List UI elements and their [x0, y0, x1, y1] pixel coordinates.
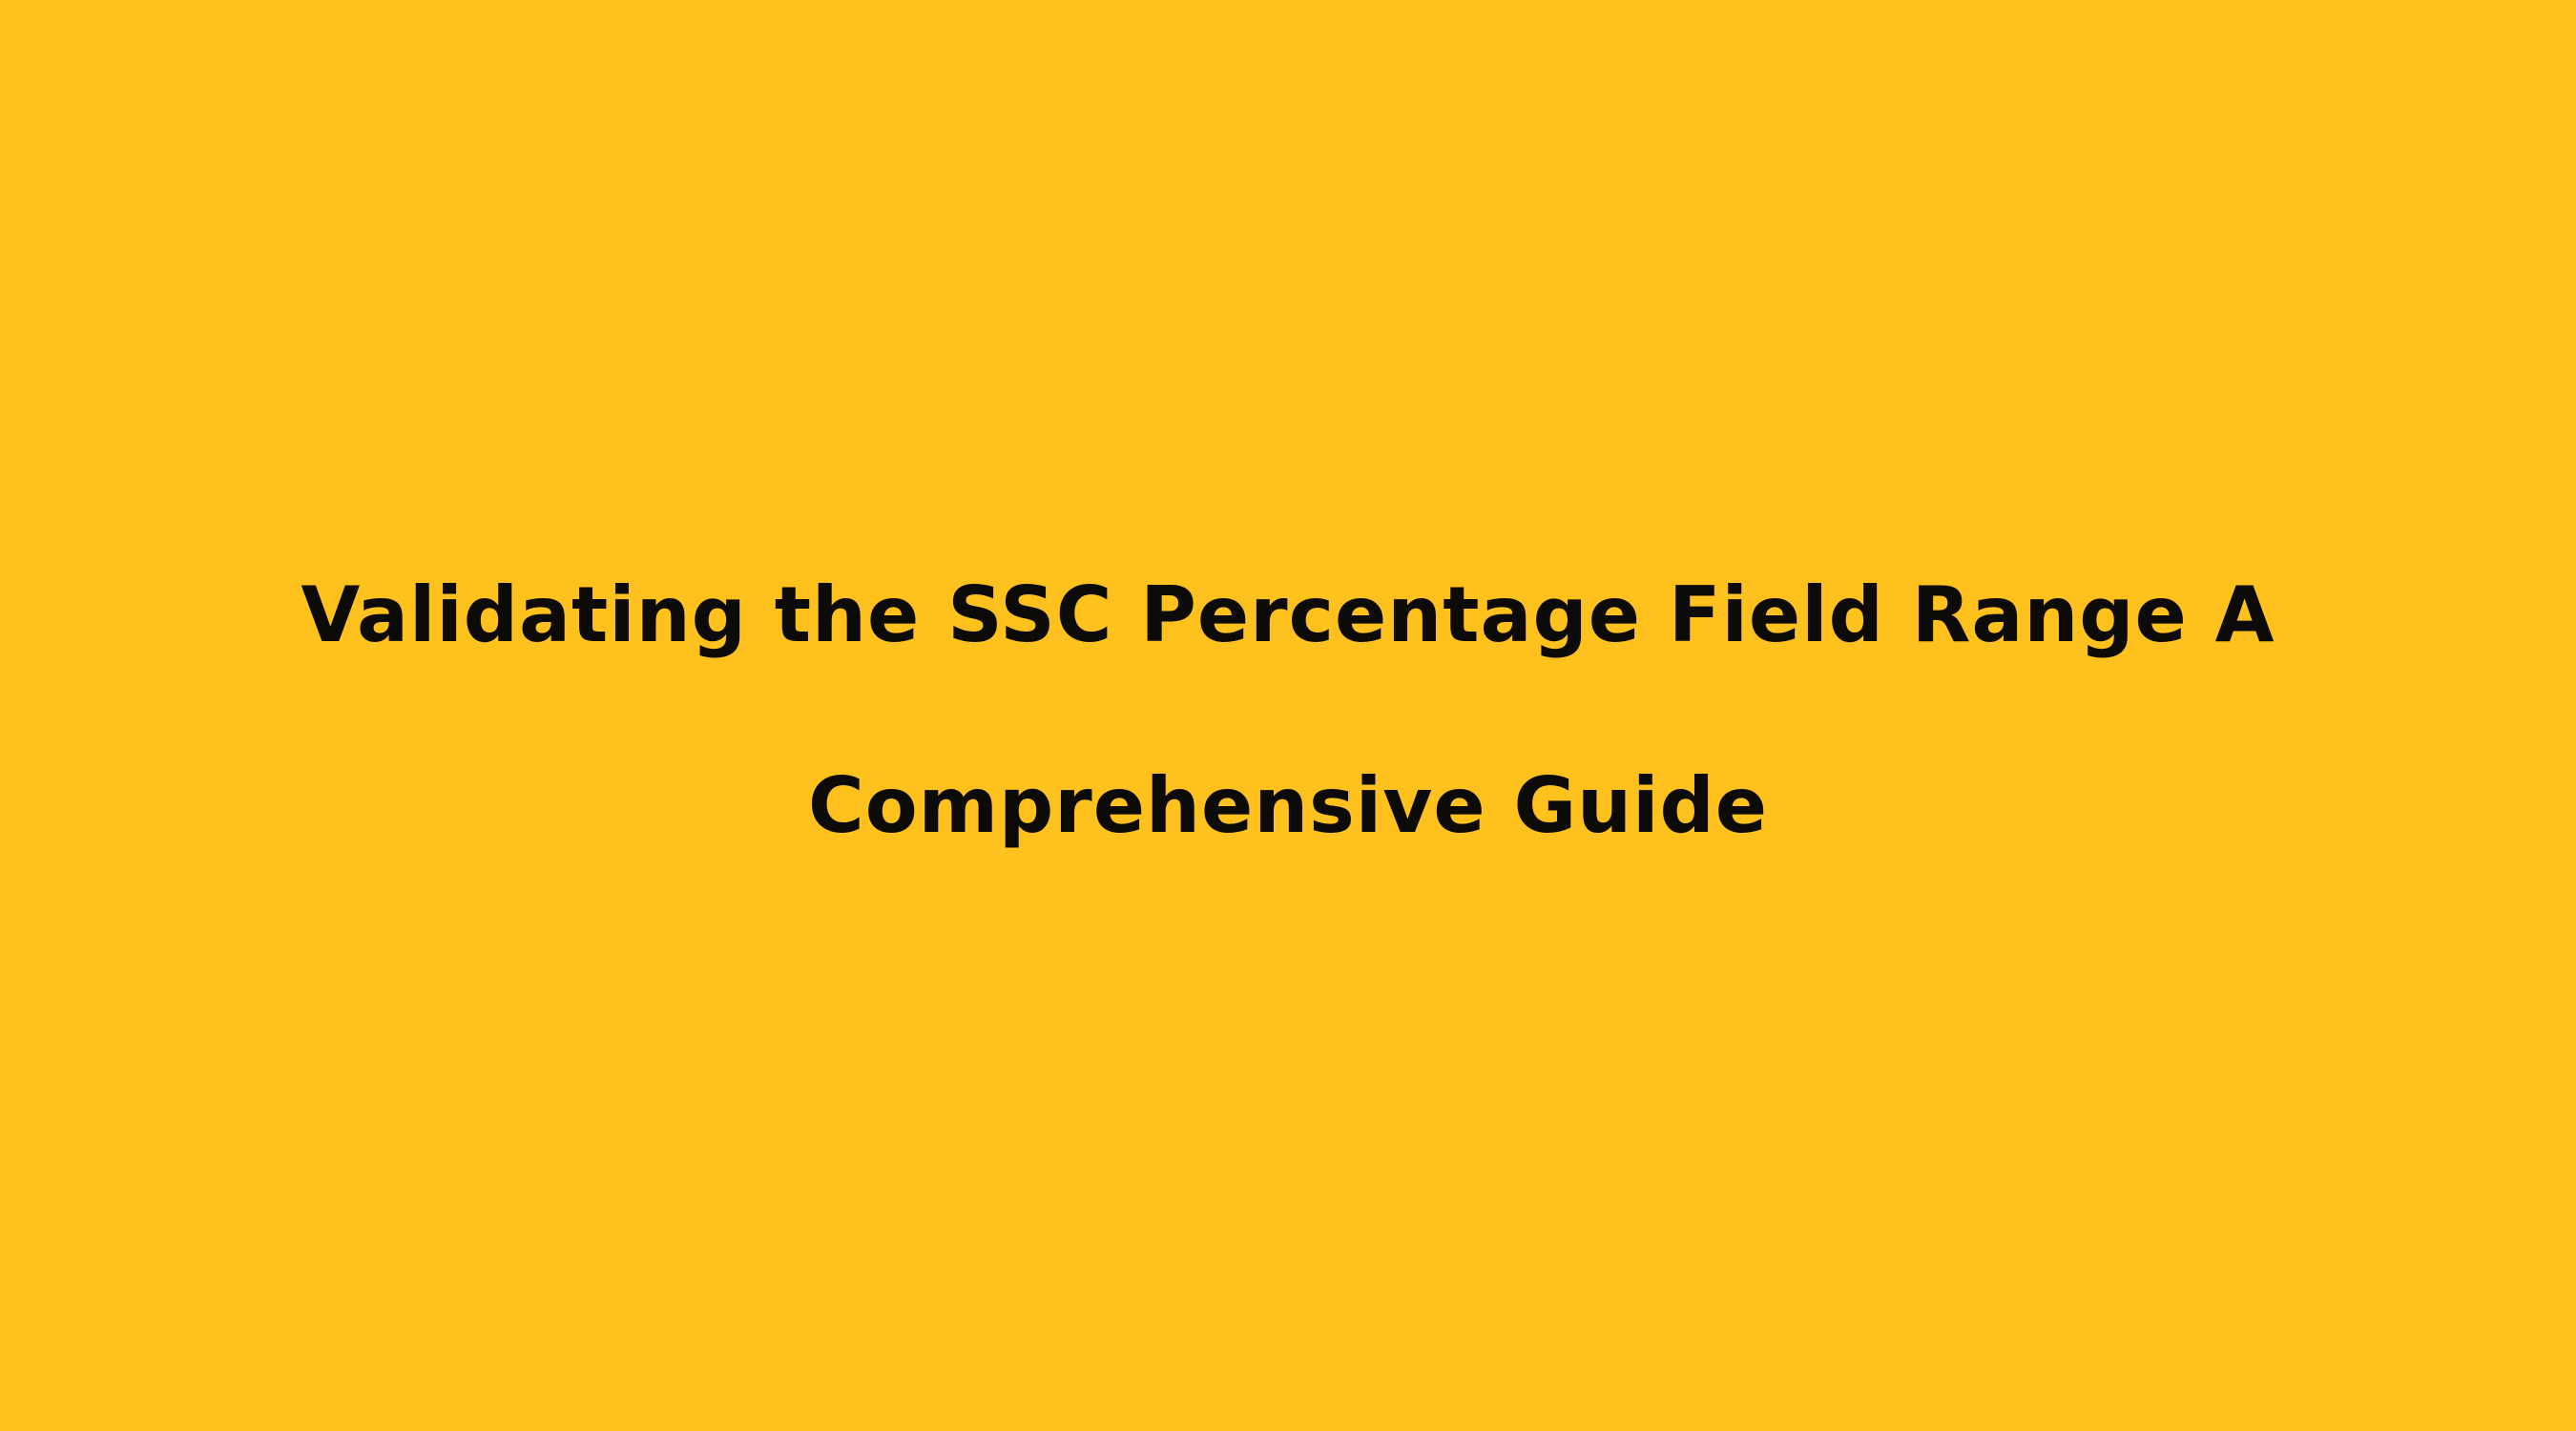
heading-line: Comprehensive Guide	[807, 761, 1769, 850]
heading-line: Validating the SSC Percentage Field Rang…	[301, 570, 2275, 659]
